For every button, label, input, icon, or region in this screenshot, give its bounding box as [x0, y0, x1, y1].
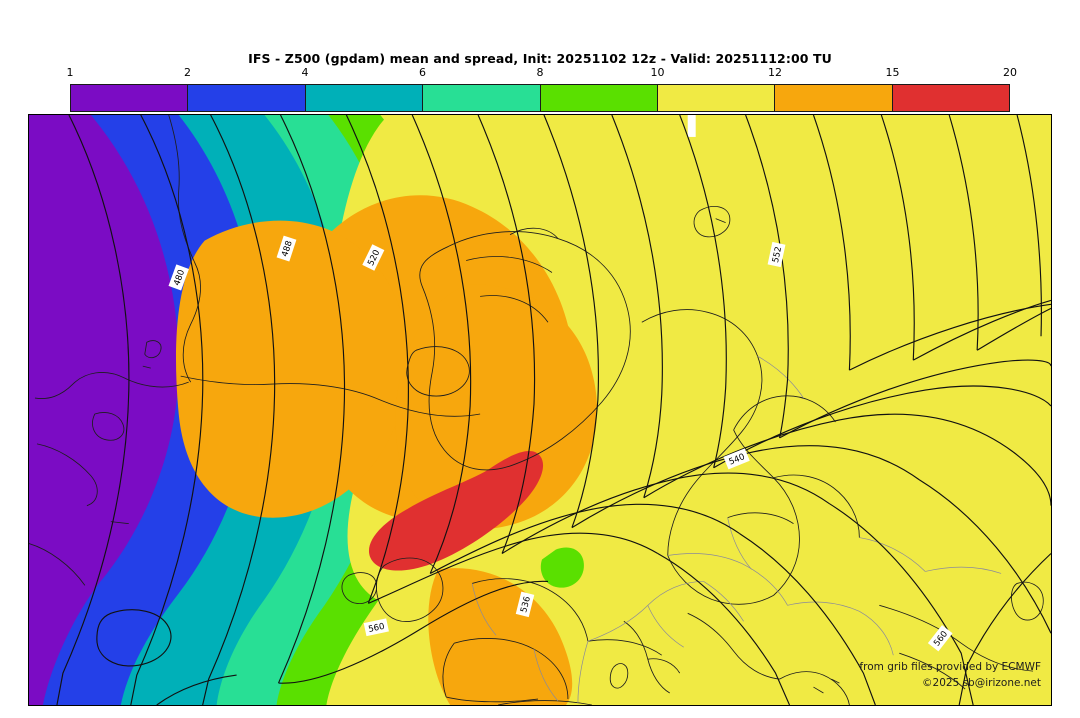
contour-label-value: 536 [519, 595, 533, 613]
colorbar-gradient [70, 84, 1010, 112]
contour-label: 536 [515, 591, 535, 618]
colorbar-tick-15: 15 [885, 66, 900, 79]
colorbar-tick-20: 20 [1003, 66, 1017, 79]
contour-label-box [168, 264, 189, 291]
spread-region-yellow-east [876, 174, 1051, 534]
spread-region-orange-south [428, 568, 573, 705]
spread-region-orange-bridge [395, 284, 597, 530]
colorbar-tick-10: 10 [650, 66, 665, 79]
contour-label-box [363, 618, 389, 637]
spread-region-orange-2 [175, 220, 409, 518]
contours-layer [56, 115, 1051, 705]
contour-label-box [276, 235, 297, 262]
contour-label-value: 560 [368, 622, 386, 635]
colorbar: 1 2 4 6 8 10 12 15 20 [67, 66, 1017, 112]
contour-label: 560 [363, 618, 389, 637]
contour-label-box [362, 244, 385, 271]
contour-label-box [723, 448, 750, 470]
credit-source: from grib files provided by ECMWF [859, 661, 1041, 673]
contour-label: 488 [276, 235, 297, 262]
spread-pocket-small-green [540, 547, 584, 588]
colorbar-band-4-6 [305, 85, 424, 111]
contour-label: 480 [168, 264, 189, 291]
colorbar-band-1-2 [71, 85, 189, 111]
colorbar-tick-6: 6 [419, 66, 426, 79]
colorbar-band-2-4 [188, 85, 306, 111]
colorbar-band-15-20 [892, 85, 1009, 111]
page-title: IFS - Z500 (gpdam) mean and spread, Init… [248, 51, 832, 66]
colorbar-tick-labels: 1 2 4 6 8 10 12 15 20 [66, 66, 1018, 82]
colorbar-tick-8: 8 [536, 66, 544, 79]
colorbar-band-6-8 [423, 85, 541, 111]
colorbar-tick-4: 4 [301, 66, 309, 79]
colorbar-band-10-12 [657, 85, 776, 111]
spread-pocket-baltic [715, 371, 844, 475]
contour-label-box [515, 591, 535, 618]
contour-label: 552 [767, 241, 786, 268]
colorbar-tick-12: 12 [768, 66, 782, 79]
colorbar-tick-1: 1 [66, 66, 74, 79]
credit-copyright: ©2025 sb@irizone.net [922, 677, 1041, 689]
contour-label-value: 488 [280, 240, 295, 259]
contour-label-value: 552 [771, 246, 784, 264]
country-borders-layer [471, 355, 1002, 704]
spread-pocket-svalbard [663, 189, 750, 255]
map-data-gap [687, 115, 696, 137]
colorbar-band-12-15 [775, 85, 893, 111]
contour-label-box [767, 241, 786, 268]
coastlines-layer [29, 115, 1044, 705]
contour-label-box [927, 625, 953, 652]
colorbar-band-8-10 [540, 85, 658, 111]
map-canvas[interactable]: 480 488 520 552 540 536 560 560 from grib files… [28, 114, 1052, 706]
contour-label: 540 [723, 448, 750, 470]
colorbar-tick-2: 2 [184, 66, 191, 79]
spread-region-red-max [368, 451, 544, 571]
